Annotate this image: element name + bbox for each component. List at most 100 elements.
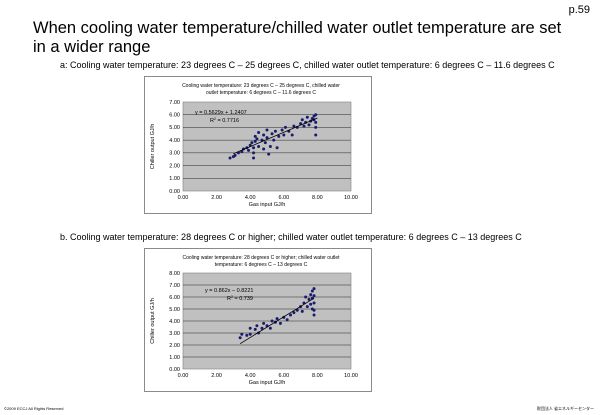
data-point — [312, 294, 316, 298]
data-point — [253, 327, 257, 331]
y-tick-label: 3.00 — [169, 331, 180, 337]
page-number: p.59 — [568, 4, 590, 16]
y-tick-label: 7.00 — [169, 283, 180, 289]
data-point — [265, 128, 269, 132]
data-point — [270, 132, 274, 136]
data-point — [272, 138, 276, 142]
trendline-equation: y = 0.5629x + 1.2407 — [195, 110, 247, 116]
data-point — [233, 153, 237, 157]
plot-area — [182, 101, 352, 192]
data-point — [253, 139, 257, 143]
chart-b: Cooling water temperature: 28 degrees C … — [150, 255, 358, 386]
chart-a-subtitle: a: Cooling water temperature: 23 degrees… — [60, 60, 555, 70]
chart-b-subtitle: b. Cooling water temperature: 28 degrees… — [60, 232, 522, 242]
data-point — [268, 326, 272, 330]
data-point — [260, 326, 264, 330]
y-tick-label: 7.00 — [169, 100, 180, 106]
data-point — [275, 317, 279, 321]
data-point — [275, 146, 279, 150]
data-point — [304, 295, 308, 299]
y-tick-label: 4.00 — [169, 138, 180, 144]
y-tick-label: 6.00 — [169, 295, 180, 301]
x-axis-label: Gas input GJ/h — [249, 380, 286, 386]
y-tick-label: 1.00 — [169, 355, 180, 361]
data-point — [305, 115, 309, 119]
data-point — [238, 336, 242, 340]
data-point — [305, 305, 309, 309]
data-point — [248, 332, 252, 336]
x-tick-label: 0.00 — [178, 195, 189, 201]
data-point — [314, 125, 318, 129]
data-point — [248, 326, 252, 330]
trendline — [233, 117, 318, 155]
data-point — [309, 302, 313, 306]
data-point — [307, 297, 311, 301]
data-point — [314, 133, 318, 137]
data-point — [262, 147, 266, 151]
data-point — [292, 124, 296, 128]
y-tick-label: 2.00 — [169, 343, 180, 349]
trendline — [239, 297, 315, 345]
data-point — [277, 134, 281, 138]
footer-copyright: ©2009 ECCJ All Rights Reserved — [4, 406, 64, 411]
data-point — [280, 128, 284, 132]
chart-title-line2: outlet temperature: 6 degrees C – 11.6 d… — [206, 90, 316, 96]
data-point — [310, 289, 314, 293]
data-point — [273, 129, 277, 133]
data-point — [252, 151, 256, 155]
data-point — [268, 145, 272, 148]
x-tick-label: 2.00 — [211, 373, 222, 379]
data-point — [270, 319, 274, 323]
x-tick-label: 6.00 — [278, 373, 289, 379]
y-tick-label: 8.00 — [169, 271, 180, 277]
data-point — [257, 131, 261, 135]
y-tick-label: 3.00 — [169, 151, 180, 157]
data-point — [312, 308, 316, 312]
y-tick-label: 4.00 — [169, 319, 180, 325]
data-point — [285, 318, 289, 322]
data-point — [283, 125, 287, 129]
data-point — [228, 156, 232, 160]
chart-a-container: Cooling water temperature: 23 degrees C … — [144, 76, 372, 214]
data-point — [290, 133, 294, 137]
data-point — [300, 309, 304, 313]
data-point — [312, 287, 316, 291]
data-point — [292, 311, 296, 315]
x-tick-label: 8.00 — [312, 195, 323, 201]
data-point — [314, 120, 318, 124]
x-tick-label: 10.00 — [344, 195, 358, 201]
chart-title-line1: Cooling water temperature: 23 degrees C … — [182, 83, 340, 89]
data-point — [262, 321, 266, 325]
data-point — [253, 134, 257, 138]
data-point — [282, 133, 286, 137]
data-point — [278, 321, 282, 325]
data-point — [267, 152, 271, 156]
data-point — [250, 141, 254, 145]
data-point — [262, 133, 266, 137]
data-point — [247, 148, 251, 152]
y-tick-label: 0.00 — [169, 189, 180, 195]
x-tick-label: 4.00 — [245, 373, 256, 379]
data-point — [302, 124, 306, 128]
y-tick-label: 5.00 — [169, 125, 180, 131]
y-tick-label: 5.00 — [169, 307, 180, 313]
data-point — [255, 137, 259, 141]
page-title: When cooling water temperature/chilled w… — [33, 19, 562, 56]
data-point — [257, 145, 261, 148]
data-point — [312, 301, 316, 305]
data-point — [252, 146, 256, 150]
y-tick-label: 1.00 — [169, 176, 180, 182]
data-point — [255, 324, 259, 328]
x-tick-label: 0.00 — [178, 373, 189, 379]
data-point — [299, 122, 303, 126]
footer-organization: 財団法人 省エネルギーセンター — [536, 406, 594, 411]
data-point — [289, 313, 293, 317]
data-point — [312, 313, 316, 317]
data-point — [263, 141, 267, 145]
data-point — [245, 333, 249, 337]
chart-b-container: Cooling water temperature: 28 degrees C … — [144, 248, 372, 392]
x-axis-label: Gas input GJ/h — [249, 202, 286, 208]
trendline-equation: y = 0.862x – 0.8221 — [205, 288, 253, 294]
x-tick-label: 6.00 — [278, 195, 289, 201]
data-point — [240, 332, 244, 336]
